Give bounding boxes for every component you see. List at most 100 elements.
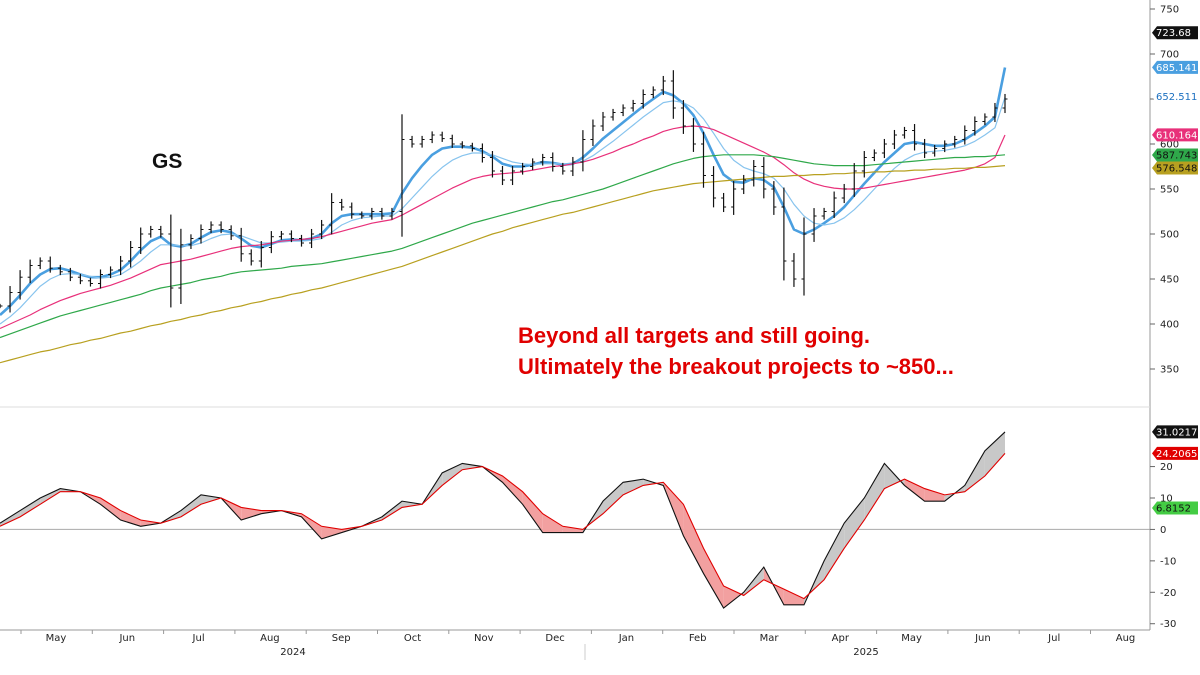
osc-tag-text: 6.8152 (1156, 504, 1191, 515)
osc-fill (542, 513, 563, 533)
osc-fill (40, 488, 61, 505)
x-tick-label: Aug (1116, 633, 1136, 644)
price-tag-bg (1152, 148, 1198, 162)
price-tag-text: 587.743 (1156, 151, 1197, 162)
osc-fill (964, 450, 985, 492)
x-tick-label: Sep (332, 633, 351, 644)
osc-fill (623, 479, 644, 495)
price-tag-bg (1152, 26, 1198, 40)
osc-tag-text: 31.0217 (1156, 427, 1197, 438)
price-tag-bg (1152, 90, 1198, 104)
osc-fill (783, 589, 804, 605)
osc-fill (100, 498, 121, 520)
ticker-label: GS (152, 150, 183, 173)
osc-fill (502, 476, 523, 505)
osc-main-line (0, 431, 1006, 609)
osc-fill (844, 498, 865, 549)
price-tick-label: 450 (1160, 275, 1179, 286)
price-tag-text: 685.141 (1156, 63, 1197, 74)
osc-fill (442, 463, 463, 486)
price-tag-bg (1152, 60, 1198, 74)
osc-tick-label: -30 (1160, 619, 1176, 630)
x-tick-label: Dec (545, 633, 564, 644)
price-tag: 723.68 (1152, 26, 1198, 40)
price-panel (0, 67, 1008, 364)
osc-signal-line (0, 452, 1006, 600)
x-tick-label: Aug (260, 633, 280, 644)
price-tick-label: 600 (1160, 140, 1179, 151)
ma-line (0, 67, 1007, 316)
osc-fill (984, 431, 1005, 476)
price-tag-bg (1152, 128, 1198, 142)
x-tick-label: Mar (760, 633, 780, 644)
osc-tag-text: 24.2065 (1156, 449, 1197, 460)
osc-fill (241, 507, 262, 520)
price-tag: 685.141 (1152, 60, 1198, 74)
osc-tag-bg (1152, 501, 1198, 515)
price-tag-text: 723.68 (1156, 28, 1191, 39)
annotation: Beyond all targets and still going. Ulti… (518, 320, 954, 382)
osc-fill (562, 526, 583, 533)
year-label: 2024 (280, 647, 305, 658)
price-tag: 610.164 (1152, 128, 1198, 142)
x-tick-label: Oct (404, 633, 421, 644)
price-tick-label: 700 (1160, 50, 1179, 61)
osc-tag: 24.2065 (1152, 446, 1198, 460)
price-tick-label: 500 (1160, 230, 1179, 241)
osc-tick-label: 0 (1160, 525, 1166, 536)
x-tick-label: Nov (474, 633, 494, 644)
x-tick-label: May (46, 633, 67, 644)
osc-fill (20, 498, 41, 517)
ma-line (0, 165, 1006, 364)
axes: 350400450500550600650700750-30-20-100102… (0, 0, 1179, 660)
x-tick-label: Jan (618, 633, 634, 644)
osc-fill (824, 523, 845, 580)
osc-fill (140, 520, 161, 527)
osc-fill (402, 501, 423, 508)
osc-tag: 6.8152 (1152, 501, 1198, 515)
osc-fill (864, 463, 885, 520)
price-tag-bg (1152, 161, 1198, 175)
price-tag-text: 576.548 (1156, 164, 1197, 175)
osc-fill (281, 510, 302, 517)
x-tick-label: Feb (689, 633, 707, 644)
osc-tick-label: 20 (1160, 462, 1173, 473)
osc-tick-label: -10 (1160, 556, 1176, 567)
ma-line (0, 154, 1006, 339)
x-tick-label: Apr (832, 633, 850, 644)
annotation-line-1: Beyond all targets and still going. (518, 323, 871, 348)
price-tag: 576.548 (1152, 161, 1198, 175)
price-tag: 652.511 (1152, 90, 1198, 104)
x-tick-label: Jul (1047, 633, 1060, 644)
x-tick-label: May (901, 633, 922, 644)
osc-fill (381, 501, 402, 520)
ma-line (0, 97, 1006, 325)
osc-fill (924, 488, 945, 502)
osc-tag: 31.0217 (1152, 425, 1198, 439)
value-tags: 723.68 685.141 652.511 610.164 587.743 576.54… (1152, 26, 1198, 515)
osc-fill (522, 491, 543, 533)
osc-fill (180, 494, 201, 517)
osc-tick-label: -20 (1160, 588, 1176, 599)
osc-fill (703, 548, 724, 608)
price-tick-label: 550 (1160, 185, 1179, 196)
osc-tag-bg (1152, 425, 1198, 439)
osc-tick-label: 10 (1160, 494, 1173, 505)
osc-fill (0, 510, 21, 527)
osc-fill (603, 482, 624, 514)
osc-fill (904, 479, 925, 502)
year-label: 2025 (853, 647, 878, 658)
price-tag-text: 610.164 (1156, 130, 1197, 141)
osc-fill (683, 504, 704, 574)
x-tick-label: Jun (974, 633, 991, 644)
osc-fill (321, 526, 342, 539)
price-tag-text: 652.511 (1156, 92, 1197, 103)
oscillator-panel (0, 431, 1150, 609)
x-tick-label: Jun (118, 633, 135, 644)
price-tick-label: 750 (1160, 5, 1179, 16)
osc-tag-bg (1152, 446, 1198, 460)
price-tick-label: 350 (1160, 365, 1179, 376)
osc-fill (723, 586, 744, 608)
